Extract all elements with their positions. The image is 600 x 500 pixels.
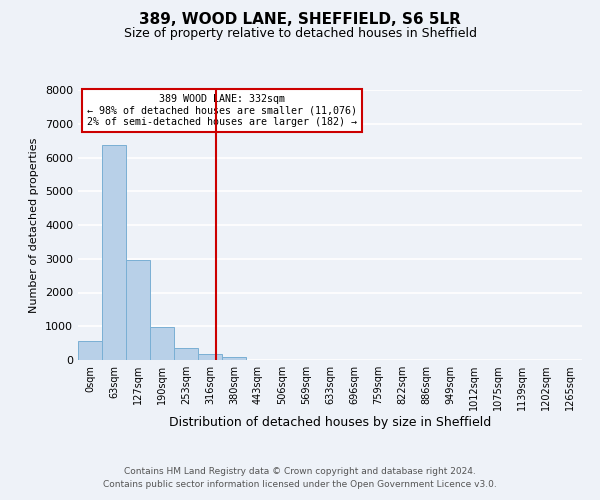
X-axis label: Distribution of detached houses by size in Sheffield: Distribution of detached houses by size … xyxy=(169,416,491,429)
Bar xyxy=(126,260,150,360)
Text: Size of property relative to detached houses in Sheffield: Size of property relative to detached ho… xyxy=(124,28,476,40)
Bar xyxy=(102,144,126,360)
Bar xyxy=(174,348,198,360)
Text: Contains public sector information licensed under the Open Government Licence v3: Contains public sector information licen… xyxy=(103,480,497,489)
Text: 389, WOOD LANE, SHEFFIELD, S6 5LR: 389, WOOD LANE, SHEFFIELD, S6 5LR xyxy=(139,12,461,28)
Text: 389 WOOD LANE: 332sqm
← 98% of detached houses are smaller (11,076)
2% of semi-d: 389 WOOD LANE: 332sqm ← 98% of detached … xyxy=(86,94,356,127)
Bar xyxy=(150,327,174,360)
Bar xyxy=(78,342,102,360)
Y-axis label: Number of detached properties: Number of detached properties xyxy=(29,138,40,312)
Text: Contains HM Land Registry data © Crown copyright and database right 2024.: Contains HM Land Registry data © Crown c… xyxy=(124,467,476,476)
Bar xyxy=(222,357,246,360)
Bar xyxy=(198,354,222,360)
